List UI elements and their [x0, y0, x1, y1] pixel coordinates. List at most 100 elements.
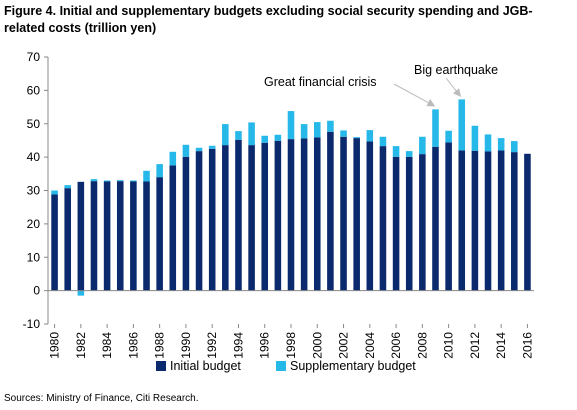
legend-label: Initial budget [170, 359, 241, 373]
bar-supplementary-1982 [77, 290, 85, 296]
bar-supplementary-1994 [235, 131, 242, 140]
x-tick-label: 1992 [205, 332, 219, 359]
bar-supplementary-1999 [300, 124, 308, 139]
bar-initial-2013 [484, 151, 492, 291]
y-tick-label: 10 [27, 250, 41, 264]
x-tick-label: 1984 [100, 332, 114, 359]
legend-label: Supplementary budget [290, 359, 416, 373]
bar-supplementary-2004 [366, 130, 374, 142]
bar-initial-1999 [300, 138, 308, 291]
bar-initial-1986 [130, 181, 137, 291]
bar-initial-1998 [287, 139, 295, 291]
x-tick-label: 2000 [310, 332, 324, 359]
bar-supplementary-2000 [313, 122, 321, 138]
bar-initial-1991 [195, 151, 203, 291]
bar-initial-1990 [182, 156, 190, 291]
bar-initial-1985 [116, 181, 124, 291]
bar-initial-2005 [379, 146, 387, 291]
bar-initial-1989 [169, 165, 177, 291]
bar-supplementary-1989 [169, 151, 177, 166]
bar-initial-2001 [327, 131, 334, 291]
bar-supplementary-2001 [327, 120, 334, 132]
x-tick-label: 2004 [363, 332, 377, 359]
bar-supplementary-1983 [90, 179, 98, 182]
figure-title: Figure 4. Initial and supplementary budg… [4, 4, 533, 35]
bar-supplementary-2003 [353, 137, 360, 139]
bar-initial-2012 [471, 150, 479, 291]
bar-initial-2016 [524, 153, 531, 291]
bar-initial-2008 [419, 154, 426, 291]
bar-supplementary-2008 [419, 136, 426, 155]
bar-initial-2011 [458, 150, 466, 291]
x-tick-label: 1994 [231, 332, 245, 359]
bar-initial-2010 [445, 142, 452, 291]
legend-swatch [156, 361, 166, 371]
y-tick-label: 70 [27, 50, 41, 64]
bar-initial-1984 [103, 181, 111, 291]
annotation-arrow [445, 77, 461, 97]
legend-swatch [276, 361, 286, 371]
bar-initial-1992 [208, 148, 216, 291]
bar-initial-2000 [313, 137, 321, 291]
bar-supplementary-2005 [379, 136, 387, 147]
bar-supplementary-1990 [182, 144, 190, 157]
bar-supplementary-1988 [156, 164, 163, 178]
x-tick-label: 2016 [520, 332, 534, 359]
bar-supplementary-1980 [51, 190, 58, 195]
bar-initial-1997 [274, 140, 282, 291]
bar-initial-2014 [497, 150, 505, 291]
bar-supplementary-1987 [143, 170, 150, 182]
bar-supplementary-1997 [274, 134, 282, 141]
source-note: Sources: Ministry of Finance, Citi Resea… [4, 393, 199, 404]
bar-initial-2002 [340, 136, 347, 291]
y-tick-label: 50 [27, 117, 41, 131]
x-tick-label: 1996 [258, 332, 272, 359]
y-tick-label: 0 [33, 284, 40, 298]
bar-supplementary-1991 [195, 147, 203, 152]
bar-supplementary-1995 [248, 122, 255, 146]
x-tick-label: 1982 [74, 332, 88, 359]
annotation-label: Great financial crisis [264, 75, 377, 89]
x-tick-label: 2012 [468, 332, 482, 359]
bar-supplementary-2006 [392, 146, 400, 157]
bar-initial-2006 [392, 156, 400, 291]
bar-initial-2003 [353, 138, 360, 291]
x-tick-label: 2002 [337, 332, 351, 359]
y-tick-label: -10 [23, 317, 41, 331]
bar-supplementary-2010 [445, 130, 452, 143]
annotation-label: Big earthquake [414, 63, 498, 77]
bar-supplementary-1986 [130, 180, 137, 182]
bar-supplementary-2012 [471, 125, 479, 151]
bar-supplementary-2011 [458, 99, 466, 151]
bar-initial-2015 [511, 152, 518, 291]
bar-initial-1983 [90, 181, 98, 291]
bar-initial-1994 [235, 139, 242, 291]
bar-supplementary-2007 [405, 151, 413, 157]
y-tick-label: 30 [27, 184, 41, 198]
y-tick-label: 40 [27, 150, 41, 164]
bar-supplementary-1992 [208, 145, 216, 149]
bar-supplementary-1993 [222, 124, 229, 146]
x-tick-label: 1986 [126, 332, 140, 359]
x-tick-label: 2010 [442, 332, 456, 359]
bar-initial-2004 [366, 141, 374, 291]
bar-initial-1981 [64, 188, 71, 291]
bar-initial-1995 [248, 145, 255, 291]
bar-initial-1987 [143, 181, 150, 291]
x-tick-label: 2008 [415, 332, 429, 359]
bar-supplementary-1996 [261, 135, 269, 143]
bar-initial-1993 [222, 145, 229, 291]
bar-initial-2007 [405, 156, 413, 291]
y-tick-label: 60 [27, 83, 41, 97]
bar-initial-1982 [77, 181, 85, 291]
x-tick-label: 1980 [48, 332, 62, 359]
x-tick-label: 1990 [179, 332, 193, 359]
x-tick-label: 2014 [494, 332, 508, 359]
x-tick-label: 1998 [284, 332, 298, 359]
bar-supplementary-2009 [432, 109, 439, 147]
bar-supplementary-1985 [116, 180, 124, 182]
bar-supplementary-1998 [287, 111, 295, 140]
bar-supplementary-2014 [497, 138, 505, 151]
x-tick-label: 1988 [153, 332, 167, 359]
